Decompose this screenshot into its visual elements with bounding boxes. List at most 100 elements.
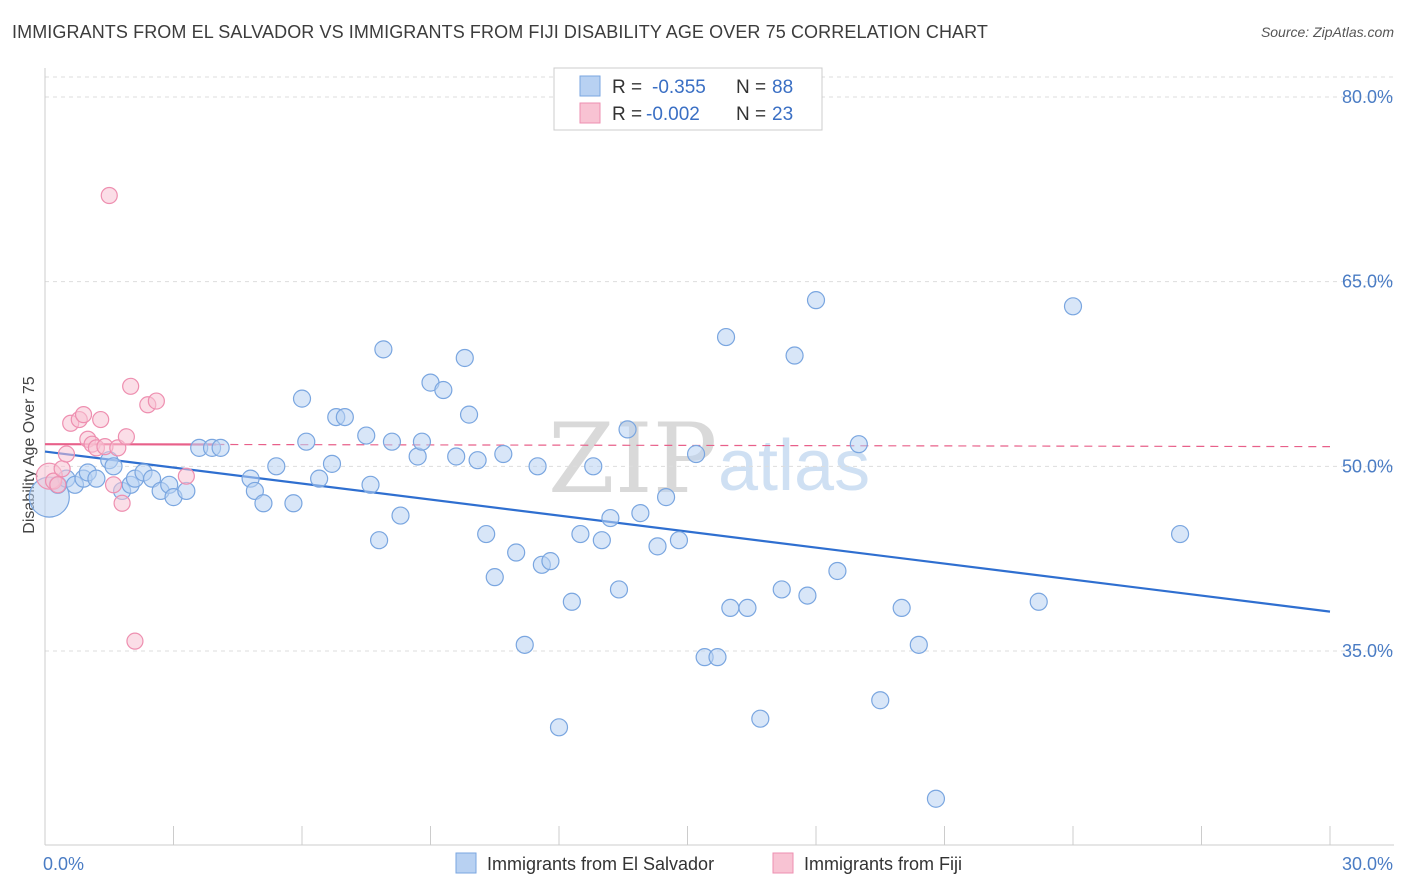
data-point-el-salvador bbox=[798, 586, 817, 605]
data-point-el-salvador bbox=[245, 481, 264, 501]
data-point-el-salvador bbox=[211, 438, 230, 457]
data-point-el-salvador bbox=[370, 531, 389, 550]
data-point-fiji bbox=[57, 445, 76, 463]
x-tick-label: 30.0% bbox=[1342, 854, 1393, 874]
chart-title: IMMIGRANTS FROM EL SALVADOR VS IMMIGRANT… bbox=[12, 22, 989, 42]
y-tick-label: 80.0% bbox=[1342, 87, 1393, 107]
data-point-el-salvador bbox=[618, 420, 637, 439]
data-point-el-salvador bbox=[142, 469, 162, 488]
data-point-el-salvador bbox=[494, 444, 513, 464]
data-point-el-salvador bbox=[515, 635, 534, 654]
watermark: ZIP atlas bbox=[548, 403, 870, 515]
data-point-el-salvador bbox=[357, 426, 376, 445]
data-point-el-salvador bbox=[669, 531, 689, 550]
data-point-el-salvador bbox=[892, 598, 911, 618]
data-point-el-salvador bbox=[87, 469, 106, 488]
data-point-el-salvador bbox=[609, 580, 629, 599]
data-point-el-salvador bbox=[455, 348, 474, 368]
y-tick-labels: 35.0% 50.0% 65.0% 80.0% bbox=[1342, 87, 1393, 661]
series-legend: Immigrants from El Salvador Immigrants f… bbox=[455, 852, 962, 874]
data-point-el-salvador bbox=[738, 598, 757, 618]
data-point-el-salvador bbox=[1063, 297, 1083, 316]
data-point-el-salvador bbox=[656, 488, 676, 507]
legend-r-value-blue: -0.355 bbox=[652, 77, 706, 98]
data-point-el-salvador bbox=[828, 561, 847, 581]
data-point-fiji bbox=[49, 476, 67, 494]
data-point-el-salvador bbox=[549, 718, 569, 737]
data-point-el-salvador bbox=[708, 648, 727, 667]
data-point-el-salvador bbox=[528, 457, 547, 476]
data-point-fiji bbox=[92, 410, 110, 429]
legend-n-value-pink: 23 bbox=[772, 104, 793, 125]
data-point-el-salvador bbox=[507, 543, 526, 562]
data-point-el-salvador bbox=[468, 451, 487, 470]
data-point-el-salvador bbox=[254, 494, 273, 513]
data-point-el-salvador bbox=[601, 508, 620, 528]
data-point-el-salvador bbox=[721, 598, 740, 618]
data-point-el-salvador bbox=[562, 592, 581, 611]
data-point-fiji bbox=[74, 406, 93, 424]
data-point-el-salvador bbox=[477, 524, 496, 544]
data-point-el-salvador bbox=[772, 580, 791, 599]
data-point-el-salvador bbox=[785, 346, 804, 365]
data-point-el-salvador bbox=[361, 475, 380, 494]
data-point-el-salvador bbox=[541, 552, 560, 571]
series-legend-label-blue: Immigrants from El Salvador bbox=[487, 854, 714, 874]
legend-n-value-blue: 88 bbox=[772, 77, 793, 98]
trend-line-fiji-dashed bbox=[216, 443, 1331, 448]
data-point-el-salvador bbox=[412, 432, 432, 451]
data-point-el-salvador bbox=[716, 327, 736, 347]
data-point-el-salvador bbox=[284, 494, 303, 513]
series-legend-swatch-blue bbox=[455, 852, 477, 874]
axes bbox=[44, 68, 1394, 846]
legend-n-label-blue: N = bbox=[736, 77, 766, 98]
data-point-fiji bbox=[147, 392, 165, 410]
data-point-el-salvador bbox=[592, 531, 611, 550]
data-point-el-salvador bbox=[322, 454, 342, 473]
data-point-el-salvador bbox=[571, 524, 590, 544]
series-legend-swatch-pink bbox=[772, 852, 794, 874]
y-tick-label: 35.0% bbox=[1342, 641, 1393, 661]
data-point-el-salvador bbox=[382, 432, 402, 451]
data-point-fiji bbox=[126, 632, 144, 650]
data-point-el-salvador bbox=[1170, 524, 1190, 544]
data-point-el-salvador bbox=[926, 789, 946, 808]
y-tick-label: 65.0% bbox=[1342, 272, 1393, 292]
data-point-fiji bbox=[104, 476, 123, 494]
data-point-el-salvador bbox=[104, 457, 123, 476]
data-point-fiji bbox=[53, 460, 71, 478]
data-point-el-salvador bbox=[292, 389, 312, 408]
y-tick-label: 50.0% bbox=[1342, 456, 1393, 476]
x-tick-label: 0.0% bbox=[43, 854, 84, 874]
data-point-el-salvador bbox=[177, 481, 196, 501]
series-fiji-points bbox=[35, 186, 195, 650]
data-point-el-salvador bbox=[459, 405, 479, 424]
data-point-el-salvador bbox=[391, 506, 410, 525]
data-point-fiji bbox=[113, 494, 131, 512]
grid-lines bbox=[45, 76, 1394, 652]
data-point-fiji bbox=[177, 467, 195, 485]
series-legend-label-pink: Immigrants from Fiji bbox=[804, 854, 962, 874]
data-point-el-salvador bbox=[1029, 592, 1048, 611]
data-point-el-salvador bbox=[849, 435, 868, 454]
data-point-el-salvador bbox=[310, 469, 329, 488]
data-point-el-salvador bbox=[374, 340, 393, 359]
stats-legend: R = -0.355 N = 88 R = -0.002 N = 23 bbox=[553, 67, 823, 131]
legend-r-label-pink: R = bbox=[612, 104, 642, 125]
data-point-fiji bbox=[117, 428, 135, 446]
series-el-salvador-points bbox=[28, 291, 1190, 808]
data-point-el-salvador bbox=[631, 504, 650, 523]
legend-swatch-pink bbox=[579, 102, 601, 124]
source-credit: Source: ZipAtlas.com bbox=[1260, 24, 1394, 40]
data-point-el-salvador bbox=[751, 709, 770, 728]
data-point-el-salvador bbox=[584, 457, 603, 476]
data-point-el-salvador bbox=[434, 380, 453, 400]
legend-r-value-pink: -0.002 bbox=[646, 104, 700, 125]
data-point-el-salvador bbox=[871, 691, 890, 710]
data-point-fiji bbox=[100, 186, 118, 205]
legend-r-label-blue: R = bbox=[612, 77, 642, 98]
data-point-fiji bbox=[122, 377, 140, 395]
data-point-el-salvador bbox=[335, 407, 354, 427]
legend-n-label-pink: N = bbox=[736, 104, 766, 125]
